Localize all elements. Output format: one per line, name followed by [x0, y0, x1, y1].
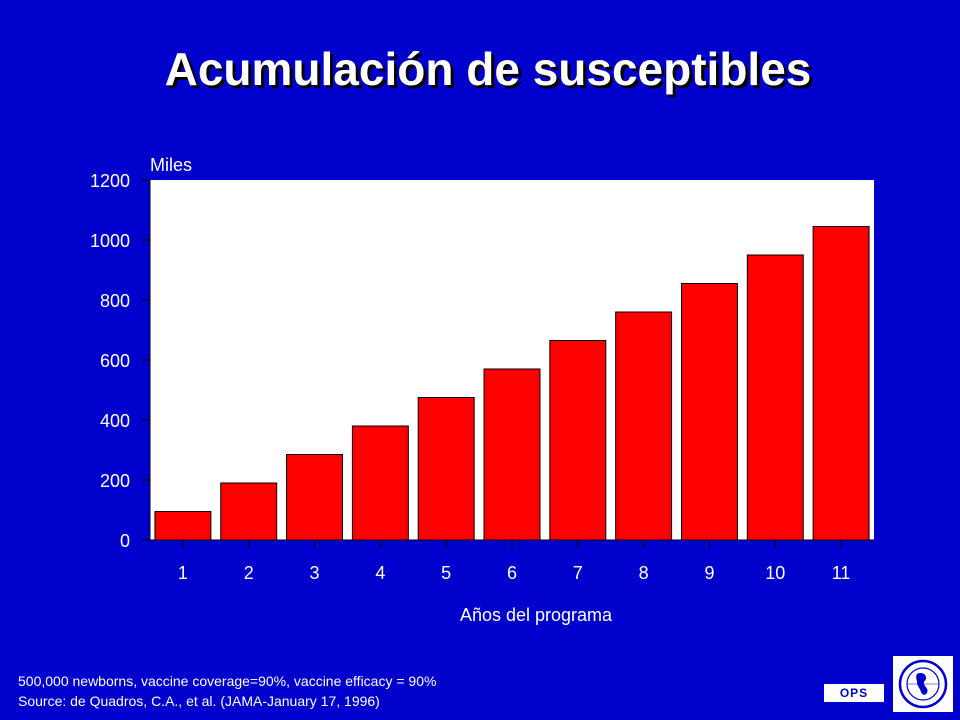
bar-11 [812, 226, 870, 541]
bar-2 [220, 482, 278, 541]
y-tick-label: 200 [100, 471, 130, 491]
chart-title: Acumulación de susceptibles [164, 43, 812, 95]
ops-badge: OPS [824, 684, 884, 702]
y-axis: 0 200 400 600 800 1000 1200 [90, 171, 151, 551]
footnote-assumptions: 500,000 newborns, vaccine coverage=90%, … [18, 673, 437, 689]
x-tick-label: 11 [832, 563, 851, 583]
x-tick-label: 5 [441, 563, 451, 583]
x-tick-label: 2 [244, 563, 254, 583]
bar-1 [154, 511, 212, 541]
footnote-source: Source: de Quadros, C.A., et al. (JAMA-J… [18, 693, 380, 709]
bar-8 [615, 311, 673, 541]
x-axis: 1 2 3 4 5 6 7 8 9 10 11 [150, 539, 874, 583]
y-tick-label: 1000 [90, 231, 130, 251]
x-tick-label: 3 [310, 563, 320, 583]
bars-group [154, 226, 870, 541]
y-tick-label: 1200 [90, 171, 130, 191]
y-tick-label: 0 [120, 531, 130, 551]
bar-4 [351, 425, 409, 541]
x-tick-label: 7 [573, 563, 583, 583]
x-tick-label: 10 [765, 563, 785, 583]
x-tick-label: 4 [375, 563, 385, 583]
bar-7 [549, 340, 607, 541]
y-tick-label: 800 [100, 291, 130, 311]
x-tick-label: 6 [507, 563, 517, 583]
x-axis-label: Años del programa [460, 605, 613, 625]
bar-3 [286, 454, 344, 541]
x-tick-label: 9 [704, 563, 714, 583]
bar-10 [746, 254, 804, 541]
paho-globe-logo-icon [893, 656, 953, 712]
bar-9 [680, 283, 738, 541]
y-axis-label: Miles [150, 155, 192, 175]
y-tick-label: 400 [100, 411, 130, 431]
x-tick-label: 8 [639, 563, 649, 583]
bar-6 [483, 368, 541, 541]
x-tick-label: 1 [178, 563, 188, 583]
y-tick-label: 600 [100, 351, 130, 371]
bar-5 [417, 397, 475, 541]
